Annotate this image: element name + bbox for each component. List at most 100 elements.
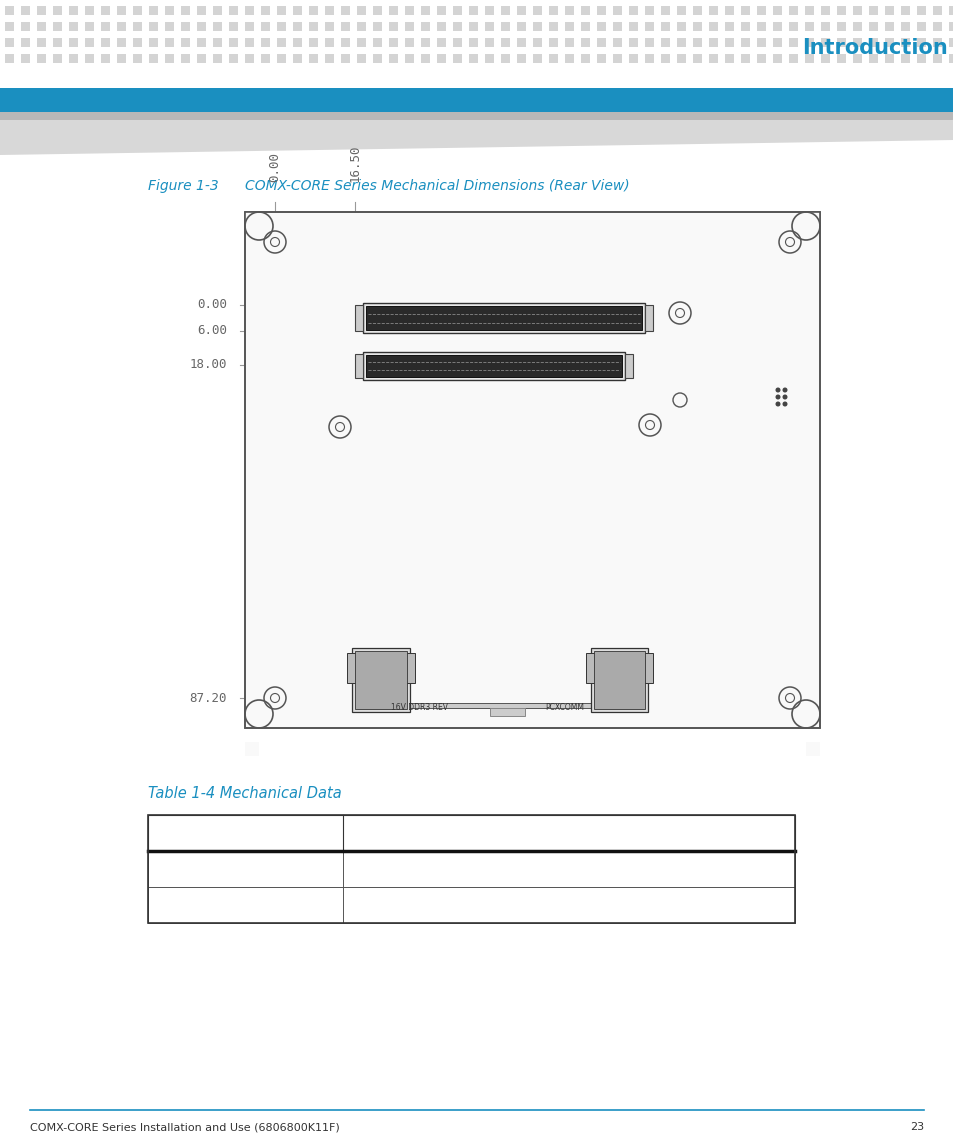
Bar — [132, 6, 142, 15]
Bar — [660, 54, 669, 63]
Bar — [613, 22, 621, 31]
Bar — [363, 352, 624, 380]
Text: COMX-CORE Series Installation and Use (6806800K11F): COMX-CORE Series Installation and Use (6… — [30, 1122, 339, 1132]
Bar — [196, 22, 206, 31]
Bar — [276, 54, 286, 63]
Bar — [436, 22, 446, 31]
Bar — [821, 22, 829, 31]
Bar — [132, 22, 142, 31]
Bar — [517, 6, 525, 15]
Bar — [405, 54, 414, 63]
Bar — [916, 54, 925, 63]
Bar — [597, 54, 605, 63]
Bar — [548, 6, 558, 15]
Bar — [293, 38, 302, 47]
Bar — [757, 6, 765, 15]
Bar — [21, 38, 30, 47]
Bar — [165, 54, 173, 63]
Bar — [548, 54, 558, 63]
Bar — [117, 22, 126, 31]
Text: 16V DDR3 REV: 16V DDR3 REV — [391, 703, 448, 711]
Bar — [132, 54, 142, 63]
Bar — [347, 653, 356, 684]
Bar — [405, 6, 414, 15]
Bar — [293, 6, 302, 15]
Circle shape — [782, 395, 786, 398]
Bar — [340, 38, 350, 47]
Bar — [613, 54, 621, 63]
Bar — [624, 354, 633, 378]
Bar — [356, 38, 366, 47]
Bar — [469, 22, 477, 31]
Bar — [181, 54, 190, 63]
Bar — [436, 38, 446, 47]
Bar — [788, 6, 797, 15]
Bar — [564, 38, 574, 47]
Bar — [366, 355, 621, 377]
Bar — [21, 54, 30, 63]
Circle shape — [245, 701, 273, 727]
Bar — [389, 38, 397, 47]
Bar — [533, 6, 541, 15]
Bar — [21, 6, 30, 15]
Bar — [373, 22, 381, 31]
Bar — [772, 6, 781, 15]
Bar — [363, 303, 644, 333]
Bar — [644, 22, 654, 31]
Bar — [325, 38, 334, 47]
Bar — [340, 22, 350, 31]
Bar — [148, 851, 794, 887]
Bar — [597, 38, 605, 47]
Bar — [804, 38, 813, 47]
Bar — [517, 54, 525, 63]
Bar — [548, 22, 558, 31]
Bar — [5, 6, 14, 15]
Bar — [309, 6, 317, 15]
Bar — [85, 38, 94, 47]
Bar — [900, 22, 909, 31]
Bar — [5, 54, 14, 63]
Bar — [932, 6, 941, 15]
Bar — [373, 6, 381, 15]
Bar — [580, 22, 589, 31]
Bar — [245, 6, 253, 15]
Bar — [836, 38, 845, 47]
Bar — [580, 54, 589, 63]
Bar — [677, 6, 685, 15]
Bar — [213, 54, 222, 63]
Bar — [594, 652, 644, 709]
Bar — [373, 54, 381, 63]
Bar — [740, 6, 749, 15]
Bar — [101, 6, 110, 15]
Text: 23: 23 — [909, 1122, 923, 1132]
Bar — [325, 22, 334, 31]
Bar — [85, 6, 94, 15]
Polygon shape — [0, 120, 953, 155]
Bar — [356, 22, 366, 31]
Bar — [580, 6, 589, 15]
Bar — [804, 6, 813, 15]
Bar — [500, 6, 510, 15]
Bar — [757, 54, 765, 63]
Bar — [149, 22, 158, 31]
Bar — [261, 6, 270, 15]
Bar — [642, 653, 652, 684]
Bar — [724, 54, 733, 63]
Bar — [821, 38, 829, 47]
Bar — [500, 54, 510, 63]
Bar — [821, 54, 829, 63]
Text: Dimensions: Dimensions — [158, 862, 235, 876]
Bar — [469, 54, 477, 63]
Bar — [916, 22, 925, 31]
Bar — [788, 38, 797, 47]
Text: 97 g: 97 g — [353, 899, 382, 911]
Bar — [53, 54, 62, 63]
Bar — [804, 22, 813, 31]
Bar — [420, 6, 430, 15]
Bar — [355, 354, 363, 378]
Bar — [245, 22, 253, 31]
Bar — [181, 6, 190, 15]
Bar — [276, 6, 286, 15]
Bar — [533, 54, 541, 63]
Circle shape — [792, 701, 819, 727]
